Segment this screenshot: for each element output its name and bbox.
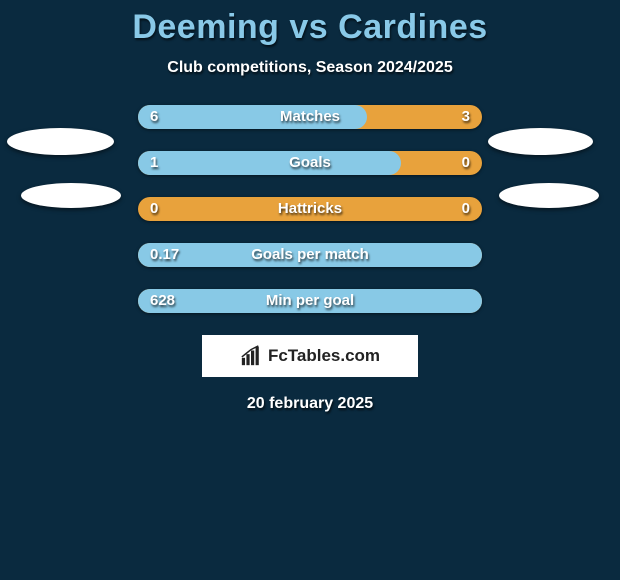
- right-value: 0: [462, 151, 470, 175]
- stat-row-matches: 6 Matches 3: [138, 105, 482, 129]
- stat-row-min-per-goal: 628 Min per goal: [138, 289, 482, 313]
- infographic-container: Deeming vs Cardines Club competitions, S…: [0, 0, 620, 580]
- left-ellipse-2: [21, 183, 121, 208]
- date-line: 20 february 2025: [0, 395, 620, 413]
- stat-label: Hattricks: [138, 197, 482, 221]
- right-ellipse-1: [488, 128, 593, 155]
- page-title: Deeming vs Cardines: [0, 0, 620, 47]
- right-value: 0: [462, 197, 470, 221]
- bar-chart-icon: [240, 345, 262, 367]
- right-value: 3: [462, 105, 470, 129]
- stat-label: Goals: [138, 151, 482, 175]
- stat-row-hattricks: 0 Hattricks 0: [138, 197, 482, 221]
- stat-label: Min per goal: [138, 289, 482, 313]
- stat-label: Goals per match: [138, 243, 482, 267]
- brand-name: FcTables.com: [268, 346, 380, 365]
- brand-text: FcTables.com: [268, 346, 380, 366]
- subtitle: Club competitions, Season 2024/2025: [0, 59, 620, 77]
- left-ellipse-1: [7, 128, 114, 155]
- stat-row-goals-per-match: 0.17 Goals per match: [138, 243, 482, 267]
- stat-label: Matches: [138, 105, 482, 129]
- right-ellipse-2: [499, 183, 599, 208]
- stat-row-goals: 1 Goals 0: [138, 151, 482, 175]
- brand-badge: FcTables.com: [202, 335, 418, 377]
- stats-block: 6 Matches 3 1 Goals 0 0 Hattricks 0 0.17…: [0, 105, 620, 313]
